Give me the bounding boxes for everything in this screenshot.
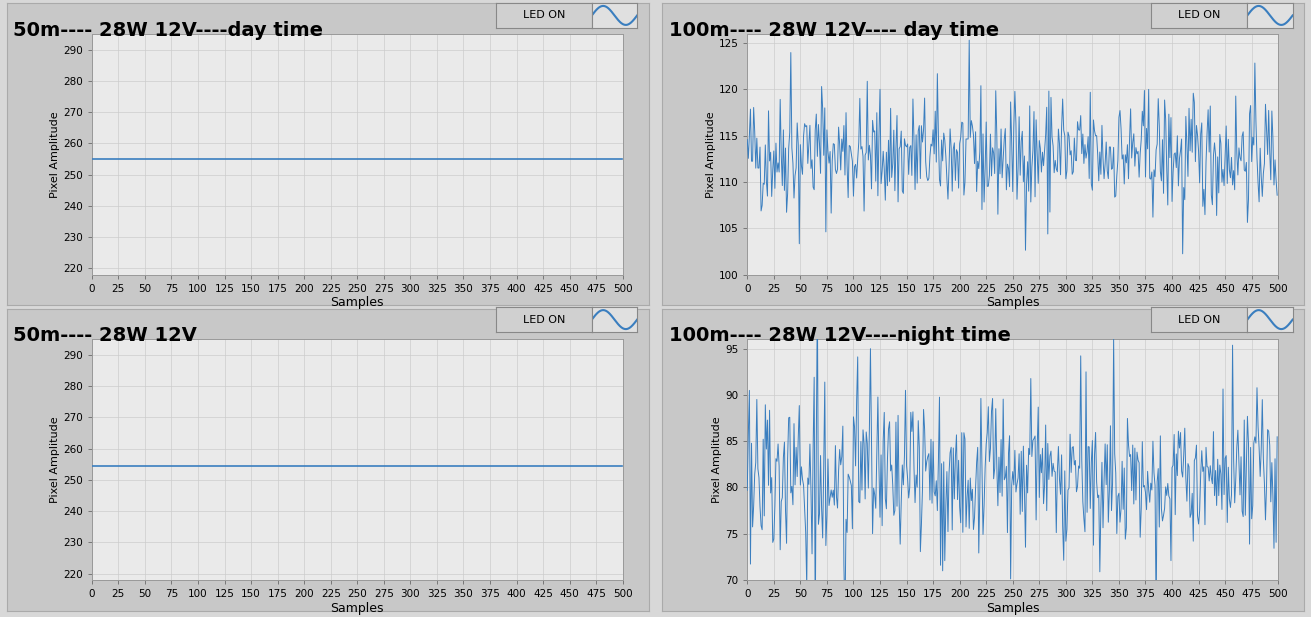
- X-axis label: Samples: Samples: [986, 602, 1040, 615]
- X-axis label: Samples: Samples: [986, 296, 1040, 309]
- Text: 50m---- 28W 12V: 50m---- 28W 12V: [13, 326, 197, 345]
- Text: LED ON: LED ON: [523, 315, 565, 325]
- X-axis label: Samples: Samples: [330, 602, 384, 615]
- Text: LED ON: LED ON: [1179, 315, 1221, 325]
- Y-axis label: Pixel Amplitude: Pixel Amplitude: [50, 416, 60, 503]
- Y-axis label: Pixel Amplitude: Pixel Amplitude: [705, 111, 716, 197]
- Text: LED ON: LED ON: [523, 10, 565, 20]
- Text: LED ON: LED ON: [1179, 10, 1221, 20]
- X-axis label: Samples: Samples: [330, 296, 384, 309]
- Text: 100m---- 28W 12V----night time: 100m---- 28W 12V----night time: [669, 326, 1011, 345]
- Text: 100m---- 28W 12V---- day time: 100m---- 28W 12V---- day time: [669, 21, 999, 40]
- Y-axis label: Pixel Amplitude: Pixel Amplitude: [712, 416, 722, 503]
- Y-axis label: Pixel Amplitude: Pixel Amplitude: [50, 111, 60, 197]
- Text: 50m---- 28W 12V----day time: 50m---- 28W 12V----day time: [13, 21, 323, 40]
